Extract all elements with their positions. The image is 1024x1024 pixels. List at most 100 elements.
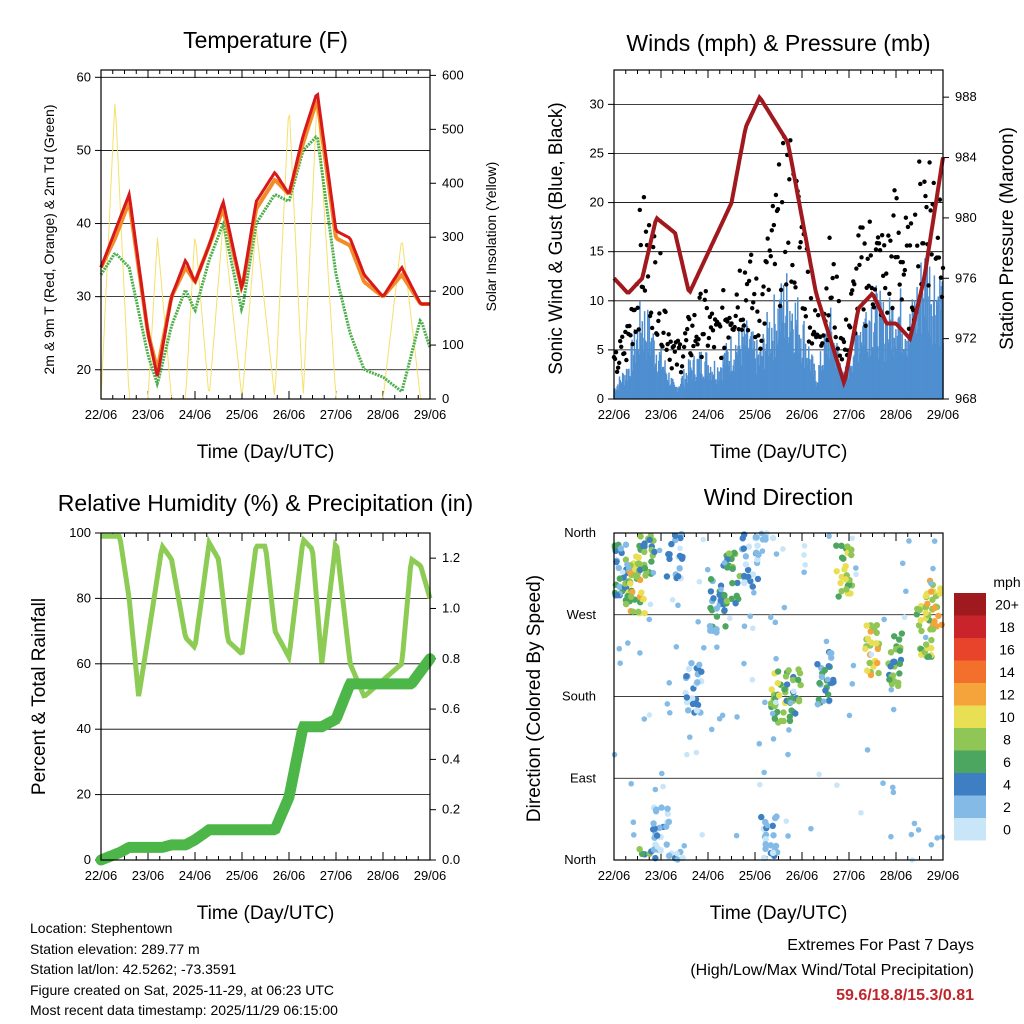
relative-humidity-line xyxy=(101,533,433,699)
gust-point xyxy=(895,254,900,260)
gust-point xyxy=(827,235,832,240)
gust-point xyxy=(613,349,619,355)
direction-point xyxy=(749,676,756,683)
direction-point xyxy=(826,533,832,539)
plot-frame xyxy=(613,69,944,400)
y2-axis-label: Solar Insolation (Yellow) xyxy=(483,162,499,312)
chart-title: Relative Humidity (%) & Precipitation (i… xyxy=(58,490,473,516)
direction-point xyxy=(729,579,736,587)
direction-point xyxy=(734,579,741,587)
direction-point xyxy=(866,659,873,667)
gust-point xyxy=(640,284,646,290)
gust-point xyxy=(927,160,932,165)
y2-tick-label: 0 xyxy=(442,391,449,406)
gust-point xyxy=(902,267,908,273)
direction-point xyxy=(704,566,711,573)
direction-point xyxy=(783,818,790,824)
gust-point xyxy=(880,273,886,279)
direction-point xyxy=(622,541,630,548)
direction-point xyxy=(718,586,724,593)
gust-point xyxy=(890,305,895,311)
direction-point xyxy=(708,726,715,733)
y-tick-label: 25 xyxy=(590,145,604,160)
gust-point xyxy=(677,342,683,347)
gust-point xyxy=(661,330,666,336)
direction-point xyxy=(939,834,946,840)
temperature-panel: Temperature (F) Time (Day/UTC) 22/06 23/06 2… xyxy=(41,27,499,463)
direction-point xyxy=(769,534,777,542)
direction-point xyxy=(927,626,934,633)
gust-point xyxy=(721,288,726,293)
gust-point xyxy=(772,261,778,267)
y-tick-label: 15 xyxy=(590,244,604,259)
gust-point xyxy=(775,206,781,212)
gust-point xyxy=(856,233,861,238)
direction-point xyxy=(638,589,645,596)
gust-point xyxy=(695,342,700,347)
legend-label: 16 xyxy=(999,641,1015,657)
direction-point xyxy=(821,667,829,674)
direction-point xyxy=(867,671,875,679)
direction-point xyxy=(713,605,720,612)
direction-point xyxy=(769,710,776,717)
gust-point xyxy=(832,325,837,330)
direction-point xyxy=(707,627,714,634)
gust-point xyxy=(617,338,623,344)
direction-point xyxy=(875,669,882,677)
direction-point xyxy=(801,552,807,558)
direction-point xyxy=(728,595,735,603)
wind-direction-panel: Wind Direction Time (Day/UTC) 22/06 23/06 24… xyxy=(524,484,959,924)
x-tick-label: 28/06 xyxy=(367,407,400,422)
gust-point xyxy=(792,280,797,285)
direction-point xyxy=(826,697,833,704)
pressure-line xyxy=(612,93,945,389)
direction-point xyxy=(652,786,659,793)
direction-point xyxy=(922,641,930,648)
direction-point xyxy=(790,688,797,695)
direction-point xyxy=(763,820,769,827)
gust-point xyxy=(642,288,648,293)
gust-point xyxy=(718,324,723,329)
direction-point xyxy=(616,583,623,590)
direction-point xyxy=(740,545,747,552)
direction-point xyxy=(658,770,665,777)
direction-point xyxy=(666,710,673,716)
gust-point xyxy=(808,295,814,301)
legend-label: 12 xyxy=(999,686,1015,702)
legend-label: 18 xyxy=(999,619,1015,635)
x-tick-label: 24/06 xyxy=(692,407,725,422)
y-tick-label: 80 xyxy=(77,590,91,605)
direction-point xyxy=(915,827,922,833)
gust-point xyxy=(648,310,654,315)
direction-point xyxy=(641,609,648,617)
gust-point xyxy=(780,140,786,146)
gust-point xyxy=(854,266,859,271)
direction-point xyxy=(928,636,935,644)
gust-point xyxy=(650,244,656,250)
gust-point xyxy=(931,180,936,186)
direction-point xyxy=(768,686,775,693)
gust-point xyxy=(729,321,734,326)
direction-point xyxy=(816,771,822,778)
gust-point xyxy=(892,188,897,193)
gust-point xyxy=(672,349,678,354)
gust-point xyxy=(637,207,642,213)
direction-point xyxy=(774,679,782,687)
station-location: Location: Stephentown xyxy=(30,920,173,936)
direction-point xyxy=(663,573,671,580)
y-tick-label: 60 xyxy=(77,656,91,671)
gust-point xyxy=(897,282,902,287)
gust-point xyxy=(758,346,763,351)
gust-point xyxy=(843,317,849,322)
direction-point xyxy=(862,645,869,652)
direction-point xyxy=(896,670,903,677)
gust-point xyxy=(760,292,765,297)
gust-point xyxy=(915,243,920,248)
direction-point xyxy=(906,538,912,544)
direction-point xyxy=(696,661,703,669)
y2-tick-label: 600 xyxy=(442,67,464,82)
gust-point xyxy=(834,274,839,279)
direction-point xyxy=(850,662,857,669)
direction-point xyxy=(646,616,653,623)
